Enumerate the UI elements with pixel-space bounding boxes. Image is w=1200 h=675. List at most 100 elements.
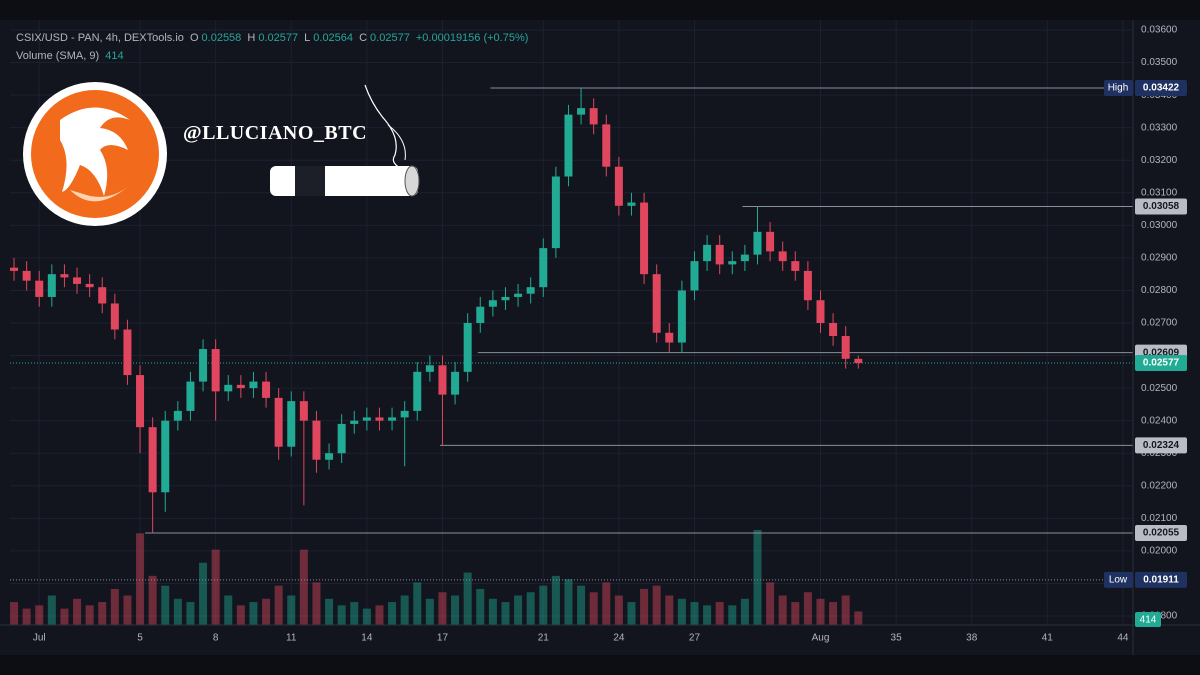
candle-body [451, 371, 460, 395]
y-tick-label: 0.02100 [1141, 513, 1178, 524]
candle-body [665, 332, 674, 343]
cigar-icon [270, 84, 420, 197]
volume-bar [690, 602, 699, 625]
candle-body [236, 384, 245, 389]
y-tick-label: 0.02800 [1141, 285, 1178, 296]
volume-bar [501, 602, 510, 625]
candle-body [249, 381, 258, 389]
candle-body [375, 417, 384, 421]
volume-bar [224, 595, 233, 625]
x-tick-label: 41 [1042, 633, 1054, 644]
volume-bar [98, 602, 107, 625]
candle-body [703, 244, 712, 262]
volume-bar [766, 582, 775, 625]
candle-body [35, 280, 44, 297]
tag-badge [1104, 571, 1133, 588]
volume-label: Volume (SMA, 9) [16, 50, 100, 62]
candle-body [652, 274, 661, 333]
volume-bar [199, 562, 208, 625]
candle-body [854, 358, 863, 364]
volume-bar [476, 588, 485, 625]
volume-bar [627, 602, 636, 625]
y-tick-label: 0.03300 [1141, 122, 1178, 133]
volume-bar [123, 595, 132, 625]
x-tick-label: Jul [33, 633, 46, 644]
last-price-label: 0.02577 [1143, 358, 1180, 369]
volume-bar [136, 533, 145, 625]
volume-line: Volume (SMA, 9) 414 [16, 50, 127, 62]
volume-bar [589, 592, 598, 625]
panel [0, 20, 1200, 655]
volume-bar [451, 595, 460, 625]
volume-bar [73, 598, 82, 625]
price-badge [1135, 198, 1187, 215]
volume-bar [35, 605, 44, 625]
x-tick-label: 11 [286, 633, 297, 644]
candle-body [136, 375, 145, 428]
volume-bar [526, 592, 535, 625]
candle-body [614, 166, 623, 206]
price-badge [1135, 571, 1187, 588]
candle-body [589, 108, 598, 125]
candle-body [10, 267, 19, 271]
volume-bar [665, 595, 674, 625]
price-badge [1135, 524, 1187, 541]
price-badge [1135, 437, 1187, 454]
candle-body [640, 202, 649, 275]
tag-label: Low [1109, 575, 1128, 586]
candle-body [73, 277, 82, 284]
volume-bar [60, 608, 69, 625]
volume-bar [778, 595, 787, 625]
candle-body [753, 231, 762, 255]
close-value: 0.02577 [370, 32, 410, 44]
x-tick-label: 17 [437, 633, 449, 644]
candle-body [551, 176, 560, 249]
price-badge-label: 0.01911 [1143, 575, 1179, 586]
price-axis [1133, 20, 1200, 655]
price-badge-label: 0.02324 [1143, 440, 1180, 451]
header-line: CSIX/USD - PAN, 4h, DEXTools.io O 0.02558… [16, 32, 531, 44]
x-tick-label: Aug [812, 633, 830, 644]
volume-bar [388, 602, 397, 625]
y-tick-label: 0.02500 [1141, 383, 1178, 394]
y-tick-label: 0.03500 [1141, 57, 1178, 68]
volume-bar [85, 605, 94, 625]
volume-bar [325, 598, 334, 625]
candle-body [400, 410, 409, 418]
candle-body [514, 293, 523, 297]
candle-body [488, 300, 497, 307]
candle-body [110, 303, 119, 330]
volume-bar [350, 602, 359, 625]
y-tick-label: 0.03200 [1141, 155, 1178, 166]
candle-body [362, 417, 371, 421]
volume-bar [740, 598, 749, 625]
y-tick-label: 0.02200 [1141, 480, 1178, 491]
volume-bar [161, 585, 170, 625]
candle-body [211, 349, 220, 392]
candle-body [715, 244, 724, 265]
watermark: @LLUCIANO_BTC [183, 122, 368, 144]
y-tick-label: 0.02900 [1141, 253, 1178, 264]
logo [23, 82, 167, 226]
last-price-badge [1135, 355, 1187, 372]
change: +0.00019156 (+0.75%) [415, 32, 529, 44]
x-tick-label: 27 [689, 633, 701, 644]
open-label: O [189, 32, 199, 44]
tag-badge [1104, 79, 1133, 96]
price-badge-label: 0.02055 [1143, 528, 1180, 539]
candle-body [766, 231, 775, 252]
candle-body [577, 108, 586, 115]
candle-body [161, 420, 170, 493]
y-tick-label: 0.02400 [1141, 415, 1178, 426]
candle-body [85, 283, 94, 288]
candle-body [778, 251, 787, 262]
y-tick-label: 0.02000 [1141, 546, 1178, 557]
volume-badge [1135, 612, 1161, 627]
volume-sma: 414 [105, 50, 124, 62]
candle-body [325, 453, 334, 460]
candle-body [287, 401, 296, 447]
low-value: 0.02564 [313, 32, 354, 44]
candle-body [740, 254, 749, 262]
close-label: C [359, 32, 368, 44]
